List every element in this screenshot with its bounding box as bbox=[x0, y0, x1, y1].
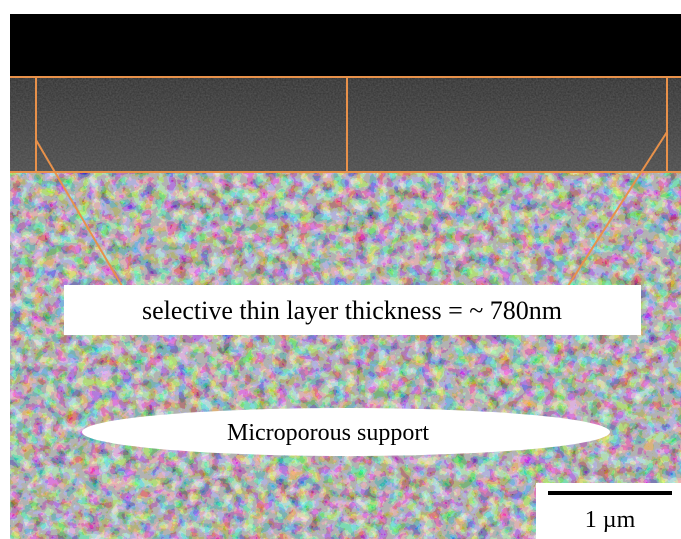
layer-label: selective thin layer thickness = ~ 780nm bbox=[142, 296, 562, 325]
sem-image: selective thin layer thickness = ~ 780nm… bbox=[0, 0, 681, 539]
scale-bar-label: 1 µm bbox=[585, 507, 636, 533]
micrograph bbox=[10, 14, 681, 539]
page: selective thin layer thickness = ~ 780nm… bbox=[0, 0, 681, 539]
background-vacuum bbox=[10, 14, 681, 77]
support-label: Microporous support bbox=[227, 420, 429, 446]
thin-layer-texture bbox=[10, 77, 681, 173]
